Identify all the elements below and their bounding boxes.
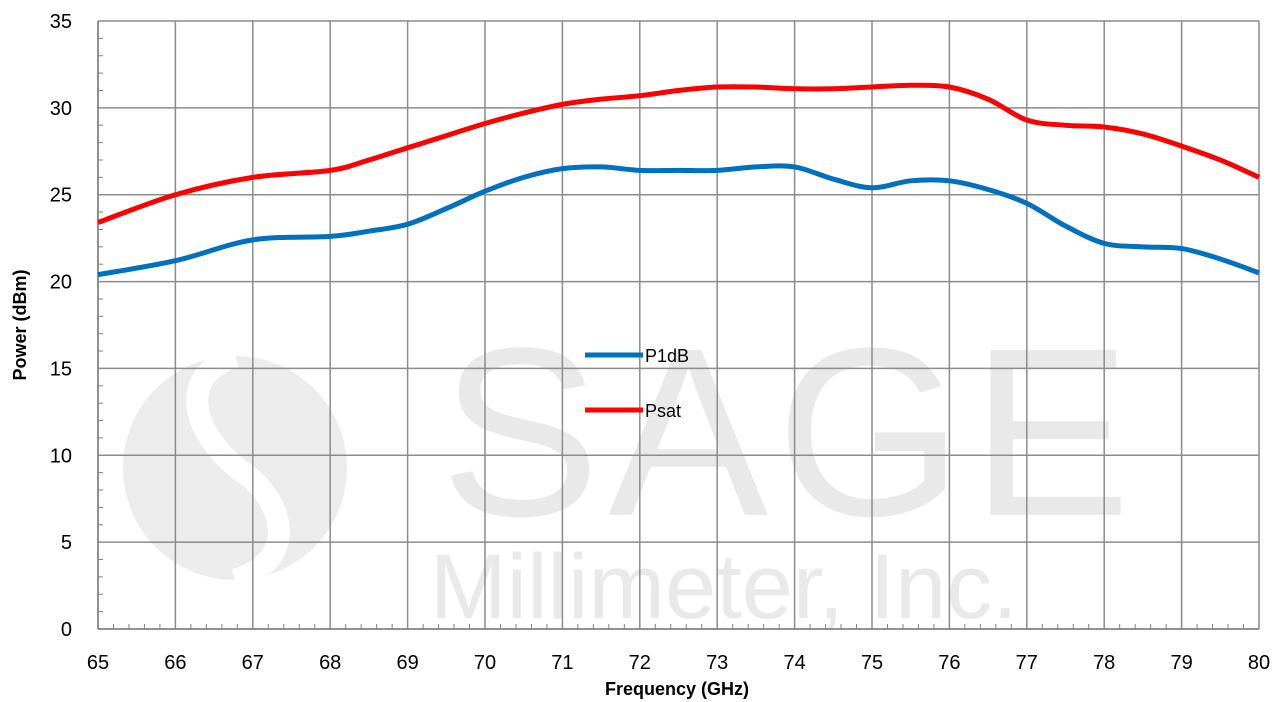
x-tick-label: 76 xyxy=(938,652,960,674)
series-layer xyxy=(97,82,1261,278)
grid xyxy=(97,20,1260,630)
x-tick-label: 77 xyxy=(1016,652,1038,674)
series-line-p1db xyxy=(97,163,1260,278)
legend: P1dB Psat xyxy=(585,346,689,421)
x-axis-title: Frequency (GHz) xyxy=(605,679,749,699)
x-tick-label: 71 xyxy=(551,652,573,674)
y-tick-label: 0 xyxy=(61,619,72,641)
tick-labels: 65 66 67 68 69 70 71 72 73 74 75 76 77 78 79 80 0 5 10 15 20… xyxy=(50,11,1270,674)
legend-label-psat: Psat xyxy=(645,401,681,421)
y-tick-label: 10 xyxy=(50,445,72,467)
x-tick-label: 80 xyxy=(1248,652,1270,674)
x-tick-label: 68 xyxy=(319,652,341,674)
y-tick-label: 30 xyxy=(50,98,72,120)
x-tick-label: 75 xyxy=(861,652,883,674)
watermark-line1: SAGE xyxy=(440,298,1139,566)
x-tick-label: 78 xyxy=(1093,652,1115,674)
x-tick-label: 65 xyxy=(87,652,109,674)
axes xyxy=(97,21,1259,630)
y-axis-title: Power (dBm) xyxy=(10,269,30,380)
x-tick-label: 79 xyxy=(1170,652,1192,674)
x-tick-label: 69 xyxy=(396,652,418,674)
y-tick-label: 15 xyxy=(50,358,72,380)
y-tick-label: 20 xyxy=(50,272,72,294)
legend-label-p1db: P1dB xyxy=(645,346,689,366)
watermark-logo-swirl xyxy=(186,345,290,591)
x-tick-label: 66 xyxy=(164,652,186,674)
x-tick-label: 73 xyxy=(706,652,728,674)
x-tick-label: 72 xyxy=(629,652,651,674)
series-line-psat xyxy=(97,82,1261,225)
x-tick-label: 74 xyxy=(783,652,805,674)
y-tick-label: 35 xyxy=(50,11,72,33)
x-tick-label: 70 xyxy=(474,652,496,674)
y-tick-label: 25 xyxy=(50,185,72,207)
watermark: SAGE Millimeter, Inc. xyxy=(123,298,1139,638)
watermark-line2: Millimeter, Inc. xyxy=(430,536,1018,638)
x-tick-label: 67 xyxy=(242,652,264,674)
y-tick-label: 5 xyxy=(61,532,72,554)
